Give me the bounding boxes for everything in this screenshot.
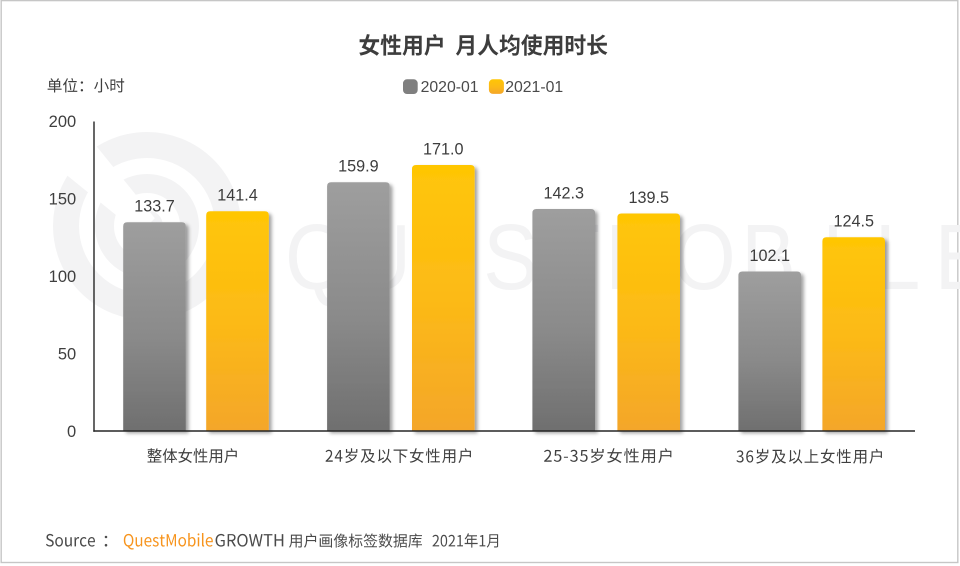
svg-text:2020-01: 2020-01 bbox=[421, 79, 479, 96]
svg-text:S: S bbox=[483, 205, 538, 309]
svg-text:102.1: 102.1 bbox=[749, 247, 790, 265]
svg-text:200: 200 bbox=[49, 113, 77, 131]
svg-text:2021-01: 2021-01 bbox=[505, 79, 563, 96]
svg-text:159.9: 159.9 bbox=[338, 158, 379, 176]
svg-text:50: 50 bbox=[58, 345, 76, 363]
svg-text:100: 100 bbox=[49, 268, 77, 286]
svg-text:142.3: 142.3 bbox=[543, 184, 584, 202]
svg-text:139.5: 139.5 bbox=[628, 189, 669, 207]
svg-text:133.7: 133.7 bbox=[134, 198, 175, 216]
svg-text:E: E bbox=[935, 205, 960, 309]
svg-text:171.0: 171.0 bbox=[423, 140, 464, 158]
svg-text:O: O bbox=[672, 205, 736, 309]
svg-text:141.4: 141.4 bbox=[217, 187, 258, 205]
svg-text:0: 0 bbox=[67, 423, 76, 441]
svg-text:150: 150 bbox=[49, 190, 77, 208]
svg-text:124.5: 124.5 bbox=[833, 213, 874, 231]
